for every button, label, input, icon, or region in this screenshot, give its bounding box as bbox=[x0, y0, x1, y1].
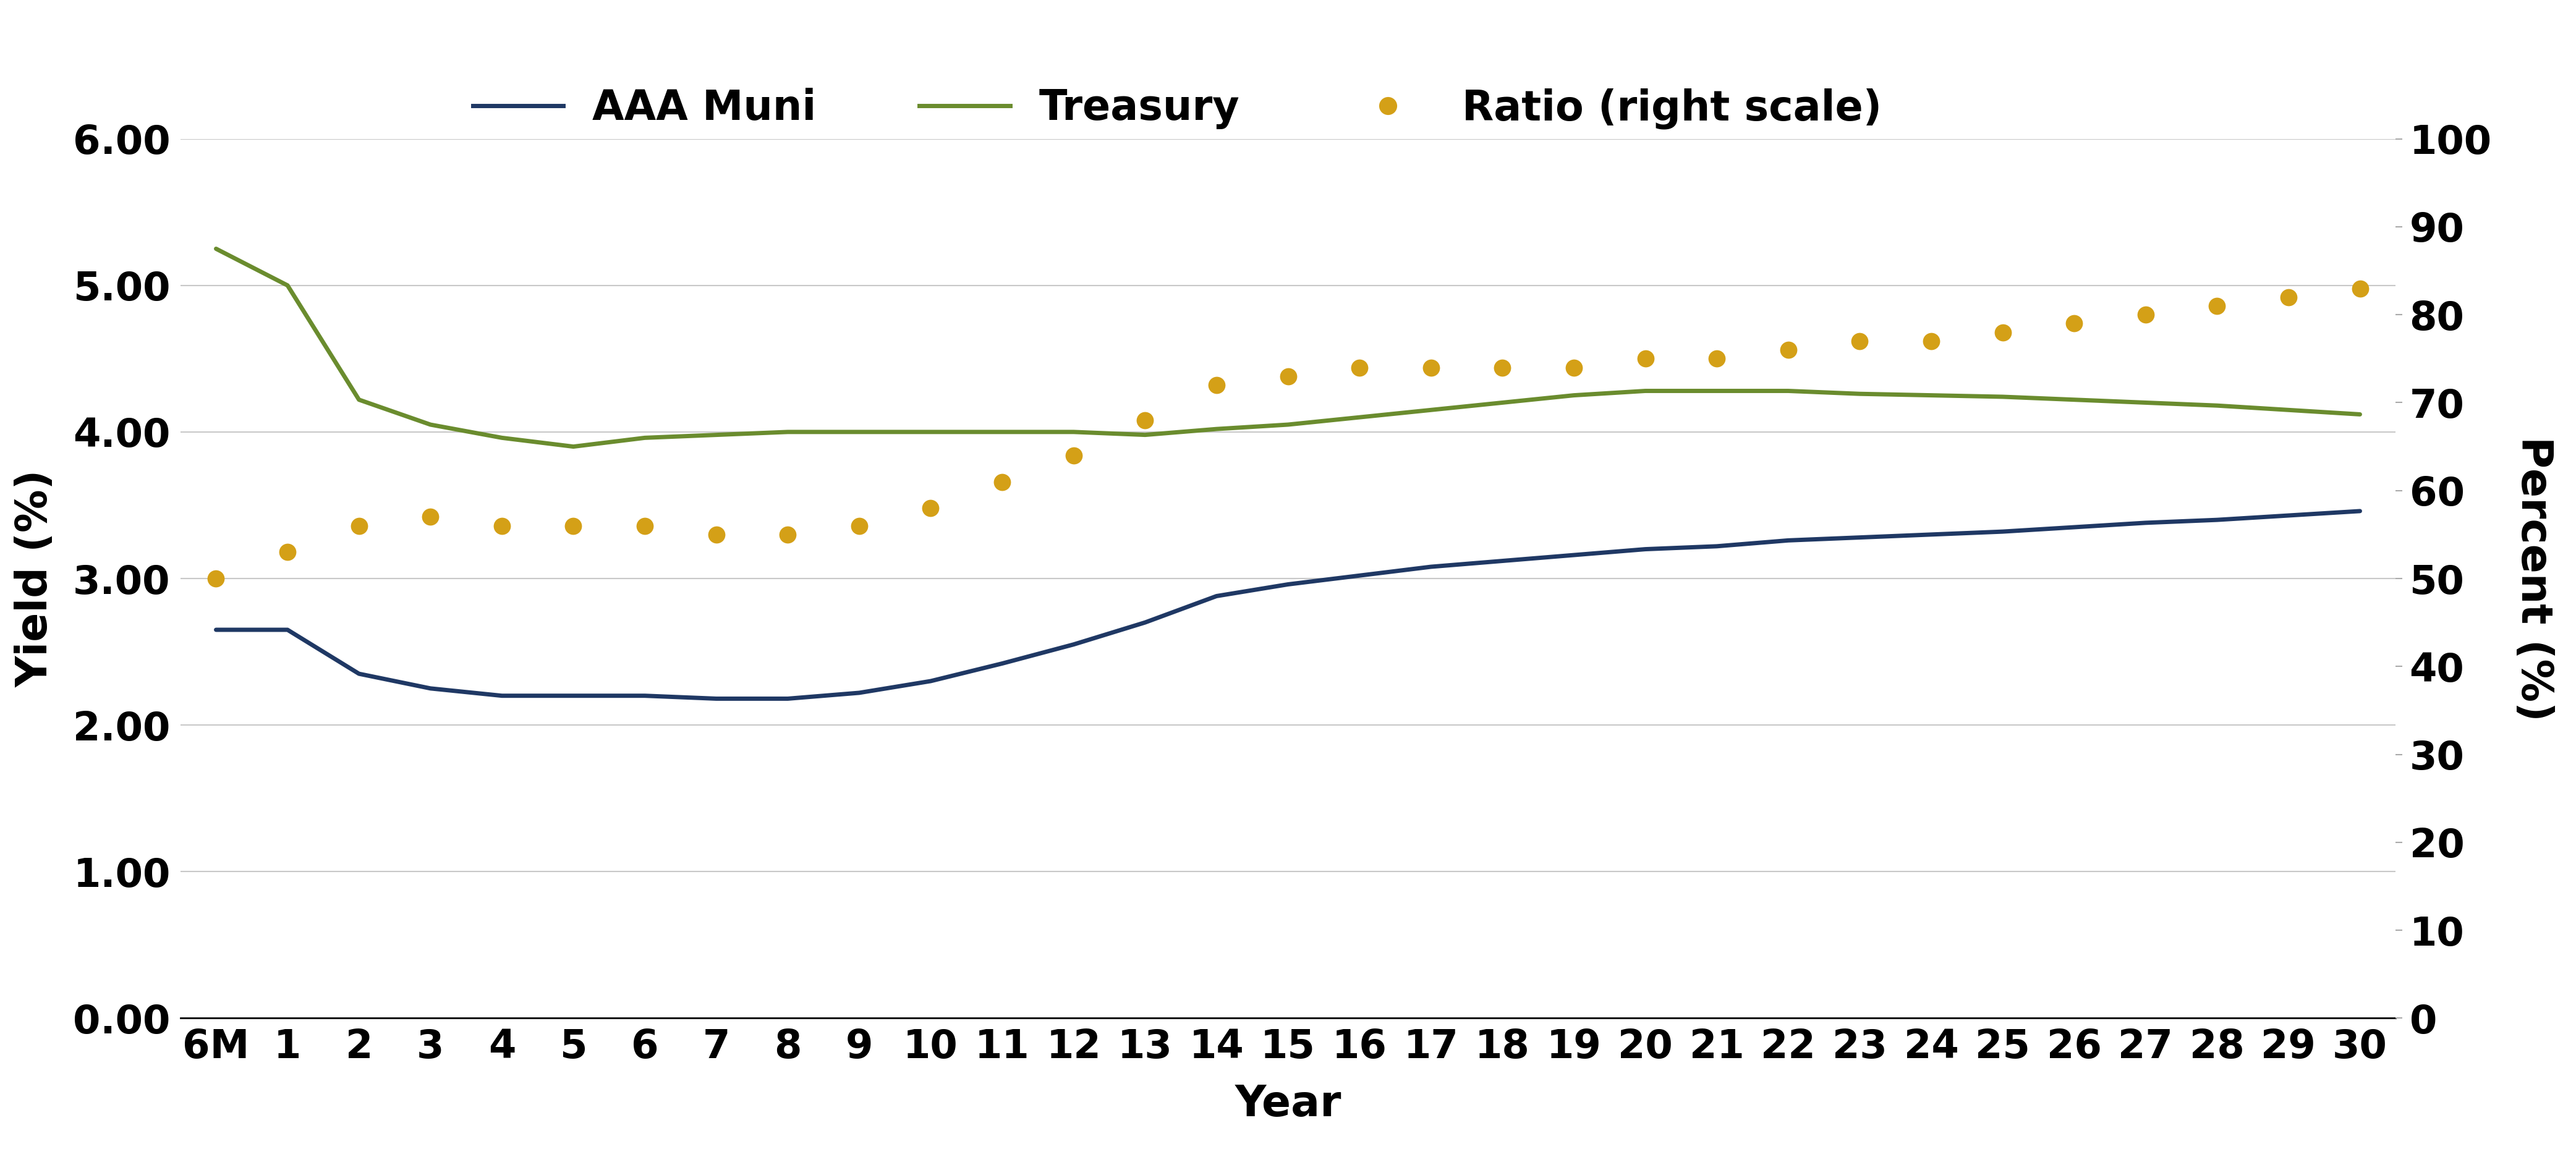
Point bbox=[768, 525, 809, 544]
Point bbox=[2053, 315, 2094, 333]
Point bbox=[1340, 359, 1381, 377]
Point bbox=[1981, 323, 2022, 341]
Y-axis label: Yield (%): Yield (%) bbox=[15, 470, 57, 687]
Point bbox=[1553, 359, 1595, 377]
Point bbox=[696, 525, 737, 544]
Point bbox=[482, 516, 523, 535]
Point bbox=[1054, 447, 1095, 465]
Point bbox=[410, 508, 451, 526]
Point bbox=[1839, 332, 1880, 351]
Point bbox=[2197, 296, 2239, 315]
Point bbox=[840, 516, 881, 535]
Point bbox=[268, 543, 309, 561]
Point bbox=[1767, 340, 1808, 359]
Point bbox=[1481, 359, 1522, 377]
Point bbox=[981, 472, 1023, 491]
Point bbox=[1695, 349, 1736, 368]
Point bbox=[623, 516, 665, 535]
Point bbox=[337, 516, 379, 535]
Point bbox=[1625, 349, 1667, 368]
Point bbox=[1195, 376, 1236, 395]
Point bbox=[1911, 332, 1953, 351]
Y-axis label: Percent (%): Percent (%) bbox=[2514, 436, 2555, 721]
Point bbox=[2267, 288, 2308, 307]
Point bbox=[1267, 367, 1309, 385]
Point bbox=[1409, 359, 1450, 377]
Point bbox=[909, 499, 951, 517]
Point bbox=[2339, 279, 2380, 297]
Point bbox=[554, 516, 595, 535]
X-axis label: Year: Year bbox=[1234, 1083, 1342, 1125]
Point bbox=[1126, 411, 1167, 429]
Legend: AAA Muni, Treasury, Ratio (right scale): AAA Muni, Treasury, Ratio (right scale) bbox=[456, 72, 1899, 146]
Point bbox=[2125, 305, 2166, 324]
Point bbox=[196, 569, 237, 588]
